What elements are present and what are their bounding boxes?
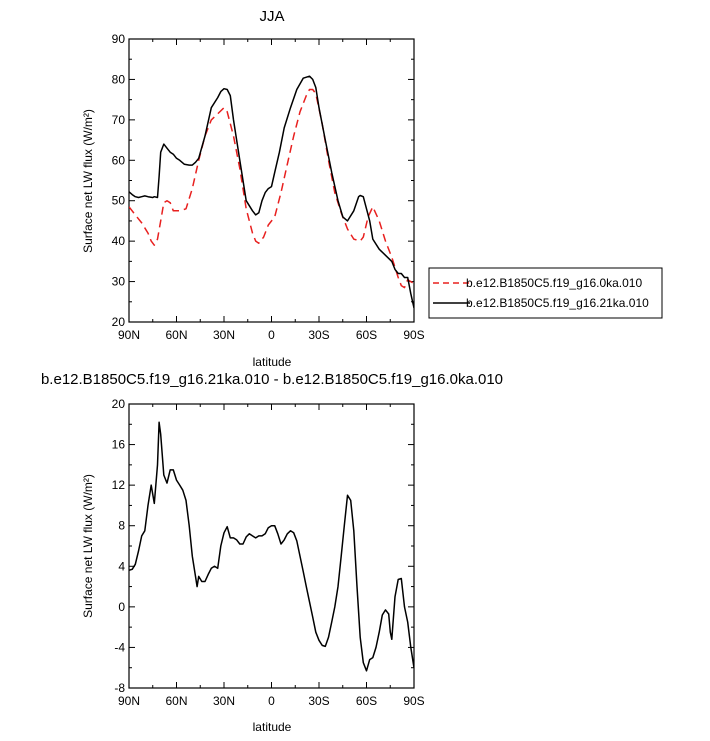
x-tick-label: 90S (403, 694, 424, 708)
x-tick-label: 60N (165, 328, 187, 342)
bottom-chart-panel: b.e12.B1850C5.f19_g16.21ka.010 - b.e12.B… (41, 371, 503, 734)
x-tick-label: 30S (308, 328, 329, 342)
plot-frame (128, 403, 415, 689)
x-tick-label: 30N (213, 328, 235, 342)
y-tick-label: 60 (112, 153, 126, 167)
bottom-chart-title: b.e12.B1850C5.f19_g16.21ka.010 - b.e12.B… (41, 371, 503, 388)
y-tick-label: 0 (118, 600, 125, 614)
y-tick-label: -8 (114, 681, 125, 695)
top-plot-area: 20 30 40 50 60 70 80 90 90N 60N 30N 0 30S 60S 90S (112, 32, 425, 342)
legend-entry-21ka: b.e12.B1850C5.f19_g16.21ka.010 (466, 296, 649, 310)
top-y-axis-label: Surface net LW flux (W/m²) (81, 109, 95, 253)
series-line-0ka (129, 88, 414, 289)
top-chart-title: JJA (259, 8, 284, 25)
x-tick-label: 0 (268, 328, 275, 342)
top-chart-legend: b.e12.B1850C5.f19_g16.0ka.010 b.e12.B185… (428, 267, 663, 319)
series-line-difference (129, 421, 414, 672)
y-tick-label: 40 (112, 234, 126, 248)
x-tick-label: 90N (118, 694, 140, 708)
x-tick-label: 60S (356, 328, 377, 342)
top-x-axis-label: latitude (253, 355, 292, 369)
y-tick-label: 50 (112, 194, 126, 208)
x-tick-label: 60S (356, 694, 377, 708)
y-tick-label: 30 (112, 275, 126, 289)
x-tick-label: 90S (403, 328, 424, 342)
y-tick-label: 80 (112, 72, 126, 86)
plot-frame (128, 38, 415, 323)
y-tick-label: 8 (118, 519, 125, 533)
y-tick-label: 12 (112, 478, 126, 492)
legend-entry-0ka: b.e12.B1850C5.f19_g16.0ka.010 (466, 276, 642, 290)
bottom-y-axis-label: Surface net LW flux (W/m²) (81, 474, 95, 618)
x-tick-label: 0 (268, 694, 275, 708)
y-tick-label: 70 (112, 113, 126, 127)
y-tick-label: 20 (112, 397, 126, 411)
x-tick-label: 60N (165, 694, 187, 708)
y-tick-label: 90 (112, 32, 126, 46)
y-tick-label: 4 (118, 559, 125, 573)
x-tick-label: 30N (213, 694, 235, 708)
bottom-x-axis-label: latitude (253, 720, 292, 734)
y-tick-label: -4 (114, 640, 125, 654)
x-tick-label: 30S (308, 694, 329, 708)
series-line-21ka (129, 75, 414, 309)
bottom-plot-area: -8 -4 0 4 8 12 16 20 90N 60N 30N 0 30S 60S 90S (112, 397, 425, 708)
y-tick-label: 20 (112, 315, 126, 329)
x-tick-label: 90N (118, 328, 140, 342)
legend-box (428, 267, 663, 319)
y-tick-label: 16 (112, 438, 126, 452)
